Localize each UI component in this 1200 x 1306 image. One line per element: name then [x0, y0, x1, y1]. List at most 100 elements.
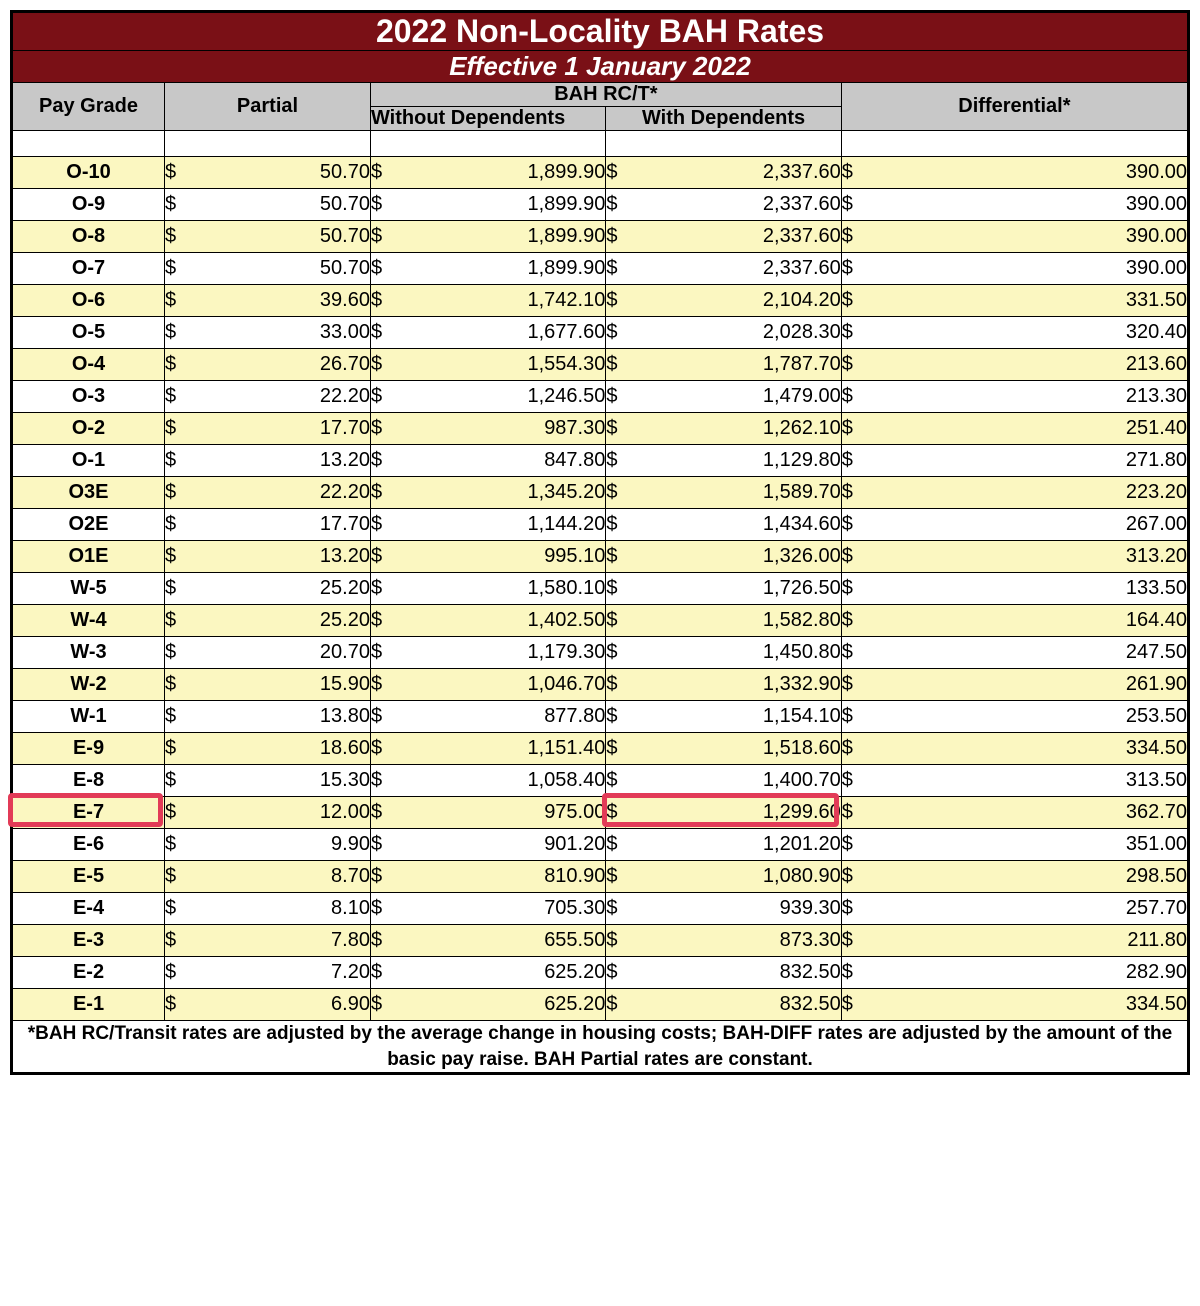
cell-without: $1,151.40 — [370, 733, 605, 765]
cell-diff: $313.50 — [841, 765, 1188, 797]
cell-with: $1,518.60 — [606, 733, 841, 765]
cell-paygrade: O-5 — [12, 317, 165, 349]
cell-paygrade: E-8 — [12, 765, 165, 797]
cell-with: $2,337.60 — [606, 189, 841, 221]
cell-diff: $390.00 — [841, 189, 1188, 221]
cell-diff: $313.20 — [841, 541, 1188, 573]
cell-diff: $362.70 — [841, 797, 1188, 829]
table-row: O-1$13.20$847.80$1,129.80$271.80 — [12, 445, 1189, 477]
cell-with: $1,589.70 — [606, 477, 841, 509]
cell-partial: $12.00 — [165, 797, 371, 829]
col-partial: Partial — [165, 83, 371, 131]
spacer-row — [12, 131, 1189, 157]
cell-without: $1,580.10 — [370, 573, 605, 605]
cell-paygrade: E-5 — [12, 861, 165, 893]
cell-with: $1,080.90 — [606, 861, 841, 893]
cell-with: $832.50 — [606, 957, 841, 989]
cell-without: $987.30 — [370, 413, 605, 445]
cell-diff: $390.00 — [841, 221, 1188, 253]
cell-without: $1,246.50 — [370, 381, 605, 413]
cell-without: $901.20 — [370, 829, 605, 861]
col-paygrade: Pay Grade — [12, 83, 165, 131]
cell-without: $1,058.40 — [370, 765, 605, 797]
cell-with: $1,434.60 — [606, 509, 841, 541]
table-row: E-2$7.20$625.20$832.50$282.90 — [12, 957, 1189, 989]
cell-diff: $223.20 — [841, 477, 1188, 509]
cell-partial: $50.70 — [165, 221, 371, 253]
cell-with: $1,299.60 — [606, 797, 841, 829]
cell-with: $939.30 — [606, 893, 841, 925]
cell-partial: $15.30 — [165, 765, 371, 797]
cell-paygrade: E-1 — [12, 989, 165, 1021]
cell-partial: $13.80 — [165, 701, 371, 733]
cell-partial: $15.90 — [165, 669, 371, 701]
cell-diff: $334.50 — [841, 733, 1188, 765]
cell-without: $1,179.30 — [370, 637, 605, 669]
cell-partial: $9.90 — [165, 829, 371, 861]
cell-partial: $7.20 — [165, 957, 371, 989]
cell-without: $625.20 — [370, 957, 605, 989]
cell-without: $625.20 — [370, 989, 605, 1021]
table-row: O-4$26.70$1,554.30$1,787.70$213.60 — [12, 349, 1189, 381]
cell-with: $1,262.10 — [606, 413, 841, 445]
table-row: O-2$17.70$987.30$1,262.10$251.40 — [12, 413, 1189, 445]
bah-rates-table: 2022 Non-Locality BAH Rates Effective 1 … — [10, 10, 1190, 1075]
cell-with: $2,337.60 — [606, 221, 841, 253]
cell-paygrade: O3E — [12, 477, 165, 509]
table-row: O-8$50.70$1,899.90$2,337.60$390.00 — [12, 221, 1189, 253]
cell-without: $1,677.60 — [370, 317, 605, 349]
cell-with: $1,726.50 — [606, 573, 841, 605]
cell-partial: $8.70 — [165, 861, 371, 893]
table-row: W-1$13.80$877.80$1,154.10$253.50 — [12, 701, 1189, 733]
cell-without: $847.80 — [370, 445, 605, 477]
cell-partial: $7.80 — [165, 925, 371, 957]
cell-paygrade: O-10 — [12, 157, 165, 189]
cell-paygrade: O-1 — [12, 445, 165, 477]
cell-without: $1,345.20 — [370, 477, 605, 509]
cell-partial: $22.20 — [165, 381, 371, 413]
cell-diff: $351.00 — [841, 829, 1188, 861]
cell-with: $2,028.30 — [606, 317, 841, 349]
cell-diff: $251.40 — [841, 413, 1188, 445]
cell-without: $1,742.10 — [370, 285, 605, 317]
cell-partial: $8.10 — [165, 893, 371, 925]
cell-diff: $133.50 — [841, 573, 1188, 605]
table-row: E-9$18.60$1,151.40$1,518.60$334.50 — [12, 733, 1189, 765]
table-row: O-6$39.60$1,742.10$2,104.20$331.50 — [12, 285, 1189, 317]
cell-diff: $282.90 — [841, 957, 1188, 989]
cell-with: $1,582.80 — [606, 605, 841, 637]
cell-partial: $6.90 — [165, 989, 371, 1021]
cell-partial: $33.00 — [165, 317, 371, 349]
table-row: W-5$25.20$1,580.10$1,726.50$133.50 — [12, 573, 1189, 605]
table-title: 2022 Non-Locality BAH Rates — [12, 12, 1189, 51]
cell-partial: $17.70 — [165, 509, 371, 541]
cell-diff: $164.40 — [841, 605, 1188, 637]
table-body: O-10$50.70$1,899.90$2,337.60$390.00O-9$5… — [12, 131, 1189, 1021]
cell-diff: $298.50 — [841, 861, 1188, 893]
cell-diff: $247.50 — [841, 637, 1188, 669]
cell-paygrade: E-9 — [12, 733, 165, 765]
cell-diff: $334.50 — [841, 989, 1188, 1021]
cell-partial: $50.70 — [165, 189, 371, 221]
cell-paygrade: O2E — [12, 509, 165, 541]
table-row: E-5$8.70$810.90$1,080.90$298.50 — [12, 861, 1189, 893]
cell-with: $1,326.00 — [606, 541, 841, 573]
cell-with: $1,154.10 — [606, 701, 841, 733]
table-row: E-3$7.80$655.50$873.30$211.80 — [12, 925, 1189, 957]
cell-partial: $50.70 — [165, 253, 371, 285]
cell-partial: $18.60 — [165, 733, 371, 765]
cell-without: $1,899.90 — [370, 221, 605, 253]
cell-without: $1,899.90 — [370, 253, 605, 285]
col-differential: Differential* — [841, 83, 1188, 131]
table-row: E-7$12.00$975.00$1,299.60$362.70 — [12, 797, 1189, 829]
cell-without: $877.80 — [370, 701, 605, 733]
cell-without: $1,046.70 — [370, 669, 605, 701]
cell-partial: $50.70 — [165, 157, 371, 189]
col-without-dependents: Without Dependents — [370, 107, 605, 131]
cell-paygrade: W-2 — [12, 669, 165, 701]
cell-without: $1,899.90 — [370, 157, 605, 189]
col-group-bahrct: BAH RC/T* — [370, 83, 841, 107]
cell-without: $1,899.90 — [370, 189, 605, 221]
cell-paygrade: E-2 — [12, 957, 165, 989]
table-row: E-6$9.90$901.20$1,201.20$351.00 — [12, 829, 1189, 861]
